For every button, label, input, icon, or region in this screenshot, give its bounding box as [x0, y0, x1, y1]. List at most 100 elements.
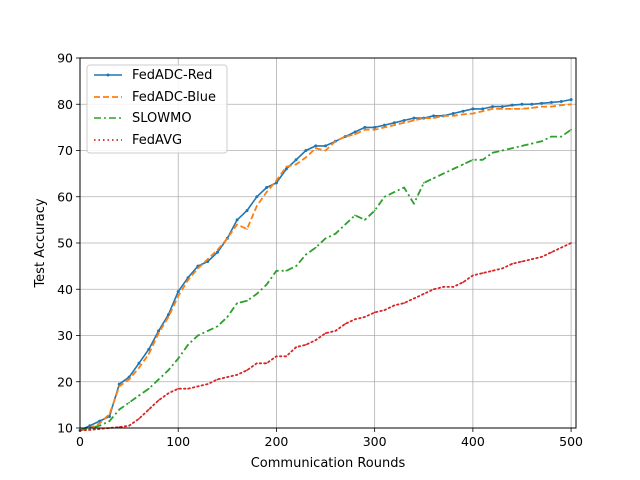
y-tick-label: 90: [57, 51, 73, 66]
data-point: [530, 102, 534, 106]
data-point: [255, 362, 258, 365]
data-point: [472, 274, 474, 277]
legend-box: [86, 64, 228, 154]
data-point: [412, 116, 416, 120]
data-point: [305, 343, 307, 346]
y-tick-label: 20: [57, 374, 73, 389]
legend-item-fedavg: FedAVG: [94, 133, 182, 148]
data-point: [206, 383, 209, 385]
data-point: [177, 357, 180, 360]
data-point: [344, 135, 346, 138]
data-point: [128, 378, 130, 381]
data-point: [550, 135, 553, 138]
data-point: [295, 265, 297, 267]
data-point: [255, 195, 259, 199]
data-point: [531, 107, 533, 109]
data-point: [98, 422, 101, 425]
data-point: [187, 343, 189, 346]
data-point: [500, 105, 504, 109]
data-point: [354, 214, 356, 217]
data-point: [491, 152, 494, 154]
data-point: [314, 246, 317, 249]
data-point: [540, 256, 543, 258]
data-point: [560, 246, 563, 249]
data-point: [197, 334, 199, 337]
data-point: [373, 128, 376, 131]
data-point: [236, 302, 238, 304]
data-point: [511, 108, 513, 110]
data-point: [197, 385, 199, 388]
data-point: [274, 181, 278, 185]
data-point: [245, 209, 249, 213]
data-point: [157, 378, 160, 381]
data-point: [216, 250, 220, 254]
legend-label: FedAVG: [132, 133, 182, 148]
data-point: [167, 316, 170, 318]
data-point: [491, 269, 494, 272]
data-point: [413, 297, 415, 300]
data-point: [246, 300, 248, 302]
data-point: [187, 387, 189, 390]
series-fedavg: [79, 242, 572, 432]
data-point: [422, 182, 425, 184]
data-point: [118, 408, 121, 411]
data-point: [157, 329, 161, 333]
data-point: [354, 133, 356, 136]
data-point: [305, 156, 307, 159]
data-point: [383, 309, 386, 311]
data-point: [432, 117, 435, 119]
y-tick-label: 50: [57, 236, 73, 251]
data-point: [520, 102, 524, 106]
data-point: [540, 140, 543, 143]
data-point: [549, 100, 553, 104]
data-point: [403, 186, 405, 189]
data-point: [451, 112, 455, 115]
data-point: [442, 286, 445, 288]
data-point: [147, 353, 150, 355]
legend-item-fedadc-blue: FedADC-Blue: [94, 90, 216, 105]
data-point: [88, 424, 92, 428]
data-point: [521, 108, 523, 110]
data-point: [461, 109, 465, 113]
data-point: [462, 281, 464, 284]
data-point: [392, 121, 396, 125]
data-point: [402, 118, 406, 122]
y-tick-label: 30: [57, 328, 73, 343]
data-point: [108, 420, 111, 422]
data-point: [236, 374, 238, 376]
data-point: [98, 424, 101, 427]
data-point: [275, 355, 278, 358]
data-point: [89, 429, 91, 431]
data-point: [373, 209, 376, 212]
data-point: [413, 202, 415, 205]
data-point: [265, 283, 268, 286]
data-point: [481, 107, 485, 111]
data-point: [501, 108, 504, 110]
data-point: [137, 361, 141, 365]
data-point: [324, 144, 328, 148]
data-point: [373, 125, 377, 129]
x-tick-label: 400: [461, 434, 485, 449]
data-point: [216, 378, 219, 381]
data-point: [491, 108, 494, 110]
series-slowmo: [79, 128, 572, 432]
data-point: [324, 237, 327, 240]
data-point: [422, 293, 425, 295]
data-point: [569, 98, 573, 102]
x-tick-label: 0: [76, 434, 84, 449]
data-point: [216, 325, 219, 328]
data-point: [255, 293, 258, 295]
data-point: [138, 417, 140, 420]
data-point: [294, 158, 298, 162]
data-point: [432, 177, 435, 180]
data-point: [128, 424, 130, 427]
axis-ticks: 0 100 200 300 400 500 10 20 30 40 50 60 70 80 90: [57, 51, 583, 450]
data-point: [364, 219, 366, 221]
data-point: [560, 104, 563, 106]
data-point: [393, 304, 396, 307]
data-point: [383, 195, 386, 198]
data-point: [462, 163, 464, 166]
data-point: [472, 158, 474, 161]
data-point: [265, 362, 268, 365]
data-point: [147, 408, 150, 411]
